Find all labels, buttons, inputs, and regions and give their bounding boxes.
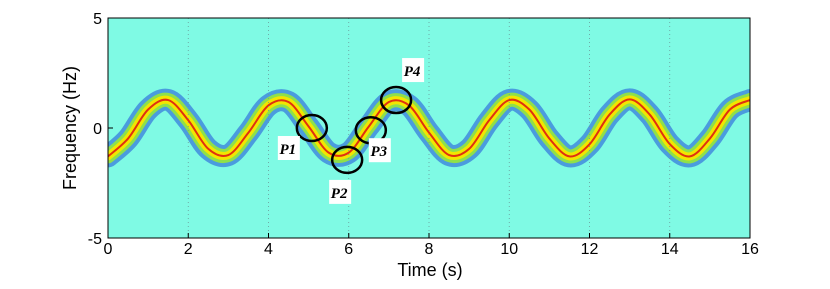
plot-content <box>108 88 750 168</box>
y-tick-label: 0 <box>93 121 102 138</box>
x-tick-label: 16 <box>741 241 759 258</box>
x-tick-label: 10 <box>500 241 518 258</box>
annotation-box <box>329 179 352 204</box>
x-tick-label: 0 <box>104 241 113 258</box>
x-tick-label: 4 <box>264 241 273 258</box>
annotation-box <box>368 138 391 163</box>
x-tick-label: 12 <box>581 241 599 258</box>
annotation-circle <box>295 113 329 143</box>
annotation-label: P2 <box>331 186 348 202</box>
annotation-label: P3 <box>370 144 387 160</box>
x-tick-label: 6 <box>344 241 353 258</box>
x-axis-label: Time (s) <box>397 260 462 280</box>
annotation-box <box>402 58 425 83</box>
annotation-circle <box>330 145 364 175</box>
annotation-box <box>277 136 300 160</box>
y-tick-label: -5 <box>88 231 102 248</box>
x-tick-label: 14 <box>661 241 679 258</box>
x-tick-label: 2 <box>184 241 193 258</box>
plot-frame <box>107 17 751 239</box>
y-axis-label: Frequency (Hz) <box>60 66 80 190</box>
ridge-core <box>108 98 750 158</box>
annotation-label: P1 <box>279 142 296 158</box>
y-tick-label: 5 <box>93 11 102 28</box>
annotation-circle <box>379 85 413 115</box>
annotation-label: P4 <box>404 64 421 80</box>
x-tick-label: 8 <box>425 241 434 258</box>
